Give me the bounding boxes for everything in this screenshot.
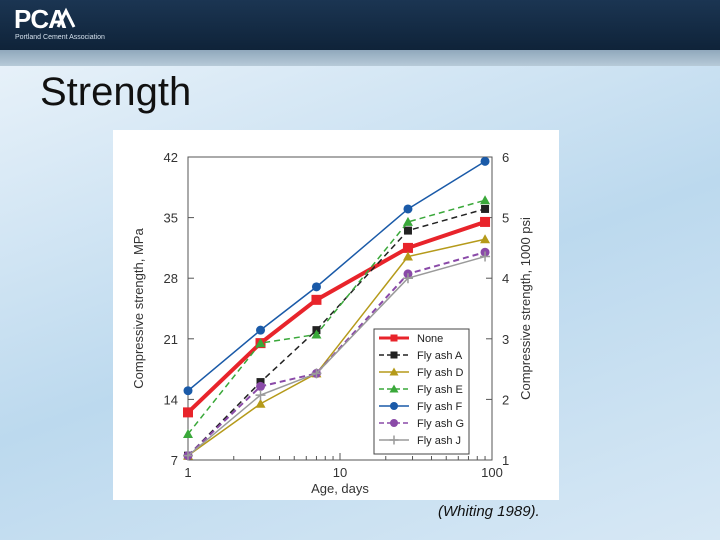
data-point (256, 381, 266, 391)
data-point (311, 329, 322, 339)
y2-tick-label: 6 (502, 150, 509, 165)
y-tick-label: 35 (164, 211, 178, 226)
data-point (311, 368, 322, 379)
data-point (480, 234, 491, 244)
data-point (402, 251, 413, 261)
data-point (480, 216, 491, 227)
data-point (256, 325, 266, 335)
data-point (403, 204, 413, 214)
logo-mark-icon (56, 7, 76, 28)
y-tick-label: 14 (164, 392, 178, 407)
legend-marker (390, 351, 398, 359)
legend-label: Fly ash J (417, 435, 461, 447)
y-tick-label: 21 (164, 332, 178, 347)
legend-marker (390, 419, 398, 427)
y2-tick-label: 5 (502, 211, 509, 226)
data-point (255, 398, 266, 408)
data-point (402, 216, 413, 226)
legend-label: Fly ash A (417, 350, 463, 362)
data-point (183, 386, 193, 396)
legend-marker (389, 367, 399, 376)
x-tick-label: 100 (481, 465, 503, 480)
chart-panel: 7 14 21 28 35 42 1 2 3 4 5 6 1 10 100 Age, days Compress… (113, 130, 559, 500)
y2-tick-label: 4 (502, 271, 509, 286)
legend-label: Fly ash D (417, 367, 464, 379)
data-point (480, 251, 491, 262)
x-tick-label: 1 (184, 465, 191, 480)
data-point (311, 294, 322, 305)
legend-marker (389, 435, 399, 445)
x-tick-label: 10 (333, 465, 347, 480)
citation-caption: (Whiting 1989). (438, 503, 540, 520)
legend-label: Fly ash G (417, 418, 464, 430)
data-point (183, 407, 193, 418)
legend-marker (389, 384, 399, 393)
x-axis-label: Age, days (311, 481, 369, 496)
strength-chart: 7 14 21 28 35 42 1 2 3 4 5 6 1 10 100 Age, days Compress… (131, 150, 533, 496)
legend-marker (390, 402, 398, 410)
series-line (187, 208, 486, 457)
data-point (255, 338, 266, 348)
data-point (402, 242, 413, 253)
logo-subtext: Portland Cement Association (15, 34, 105, 41)
data-point (480, 195, 491, 205)
legend-label: None (417, 333, 443, 345)
legend-marker (390, 334, 398, 342)
y-axis-label: Compressive strength, MPa (131, 228, 146, 389)
legend-box (373, 328, 470, 455)
y2-axis-label: Compressive strength, 1000 psi (518, 217, 533, 400)
y2-tick-label: 2 (502, 392, 509, 407)
data-point (481, 204, 490, 213)
slide-title: Strength (40, 70, 192, 114)
data-point (311, 282, 321, 292)
header-bar: PCA Portland Cement Association (0, 0, 720, 50)
data-point (480, 156, 490, 166)
y-tick-label: 28 (164, 271, 178, 286)
data-point (402, 273, 413, 284)
y2-tick-label: 3 (502, 332, 509, 347)
y-tick-label: 42 (164, 150, 178, 165)
data-point (183, 429, 193, 439)
logo: PCA (14, 4, 67, 34)
legend-label: Fly ash F (417, 401, 463, 413)
legend-label: Fly ash E (417, 384, 463, 396)
y-tick-label: 7 (171, 453, 178, 468)
data-point (255, 390, 266, 401)
data-point (403, 226, 412, 235)
y2-tick-label: 1 (502, 453, 509, 468)
data-point (183, 450, 193, 461)
title-band (0, 50, 720, 66)
